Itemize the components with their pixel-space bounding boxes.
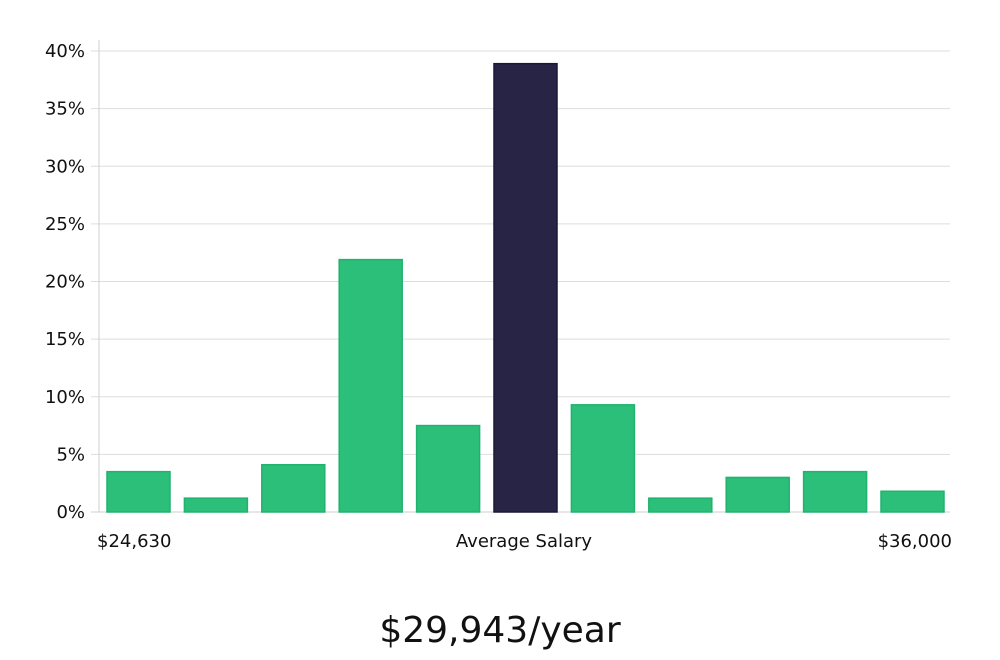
y-tick-label: 40% <box>45 41 85 62</box>
bar <box>725 476 790 513</box>
bar <box>183 497 249 513</box>
salary-histogram: 0% 5% 10% 15% 20% 25% 30% 35% 40% $24,630 Averag… <box>45 40 952 552</box>
bars <box>106 62 945 513</box>
bar <box>338 258 403 513</box>
bar <box>106 470 171 513</box>
bar <box>880 490 945 513</box>
bar <box>648 497 713 513</box>
y-tick-label: 10% <box>45 387 85 408</box>
x-label-min: $24,630 <box>97 531 171 552</box>
y-tick-label: 35% <box>45 99 85 120</box>
x-label-average: Average Salary <box>456 531 593 552</box>
y-tick-label: 20% <box>45 272 85 293</box>
average-salary-value: $29,943/year <box>379 610 621 651</box>
y-tick-label: 25% <box>45 214 85 235</box>
y-tick-label: 5% <box>56 444 85 465</box>
bar <box>415 424 481 513</box>
bar <box>802 470 868 513</box>
bar <box>261 463 326 513</box>
y-tick-label: 0% <box>56 502 85 523</box>
bar-average-salary <box>493 62 558 513</box>
y-tick-label: 15% <box>45 329 85 350</box>
y-tick-label: 30% <box>45 156 85 177</box>
bar <box>570 404 636 513</box>
y-axis-ticks: 0% 5% 10% 15% 20% 25% 30% 35% 40% <box>45 41 85 523</box>
x-label-max: $36,000 <box>878 531 952 552</box>
